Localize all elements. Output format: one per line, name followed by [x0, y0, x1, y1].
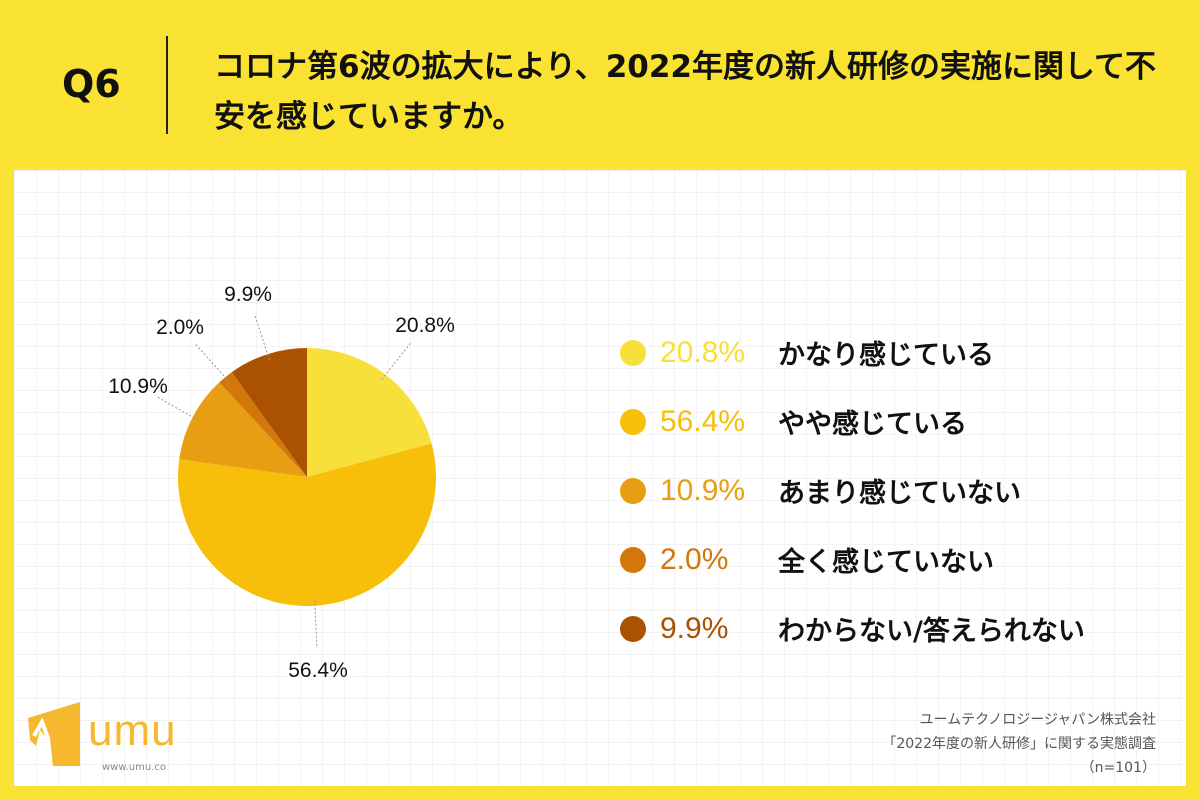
legend-label: かなり感じている [778, 340, 994, 371]
legend-label: わからない/答えられない [778, 616, 1085, 647]
question-number: Q6 [62, 62, 121, 106]
legend-percent: 56.4% [660, 404, 746, 438]
legend-item: 10.9% あまり感じていない [620, 456, 1085, 525]
legend-percent: 10.9% [660, 473, 746, 507]
leader-line [194, 343, 230, 383]
legend-item: 9.9% わからない/答えられない [620, 594, 1085, 663]
legend-label: 全く感じていない [778, 547, 994, 578]
legend-item: 20.8% かなり感じている [620, 318, 1085, 387]
source-survey: 「2022年度の新人研修」に関する実態調査 [882, 736, 1156, 752]
legend-percent: 2.0% [660, 542, 729, 576]
legend-item: 56.4% やや感じている [620, 387, 1085, 456]
legend-swatch [620, 408, 646, 435]
logo-text: umu [88, 706, 177, 755]
legend-swatch [620, 615, 646, 642]
legend-percent: 20.8% [660, 335, 746, 369]
leader-line [156, 396, 199, 421]
legend-swatch [620, 477, 646, 504]
pie-slice [179, 382, 307, 477]
divider [166, 36, 168, 134]
leader-line [381, 341, 412, 380]
source-note: ユームテクノロジージャパン株式会社 「2022年度の新人研修」に関する実態調査 … [882, 708, 1156, 780]
logo-mark-icon [28, 702, 80, 779]
pie-slice [231, 348, 307, 477]
legend-item: 2.0% 全く感じていない [620, 525, 1085, 594]
leader-line [314, 599, 318, 649]
source-company: ユームテクノロジージャパン株式会社 [919, 712, 1156, 728]
umu-logo: umu www.umu.co [22, 700, 176, 784]
legend-label: やや感じている [778, 409, 967, 440]
pie-slice [219, 372, 307, 477]
legend-label: あまり感じていない [778, 478, 1021, 509]
data-label: 20.8% [395, 314, 455, 337]
data-label: 2.0% [156, 316, 204, 339]
logo-url: www.umu.co [102, 762, 167, 773]
data-label: 10.9% [108, 375, 168, 398]
legend-swatch [620, 339, 646, 366]
legend-swatch [620, 546, 646, 573]
pie-slice [307, 348, 432, 477]
page-title: コロナ第6波の拡大により、2022年度の新人研修の実施に関して不安を感じています… [214, 49, 1157, 135]
data-label: 9.9% [224, 283, 272, 306]
legend-percent: 9.9% [660, 611, 729, 645]
pie-slice [178, 443, 437, 606]
data-label: 56.4% [288, 659, 348, 682]
sample-size: （n=101） [1080, 760, 1156, 776]
leader-line [254, 314, 270, 361]
legend: 20.8% かなり感じている 56.4% やや感じている 10.9% あまり感じていな… [620, 318, 1085, 663]
